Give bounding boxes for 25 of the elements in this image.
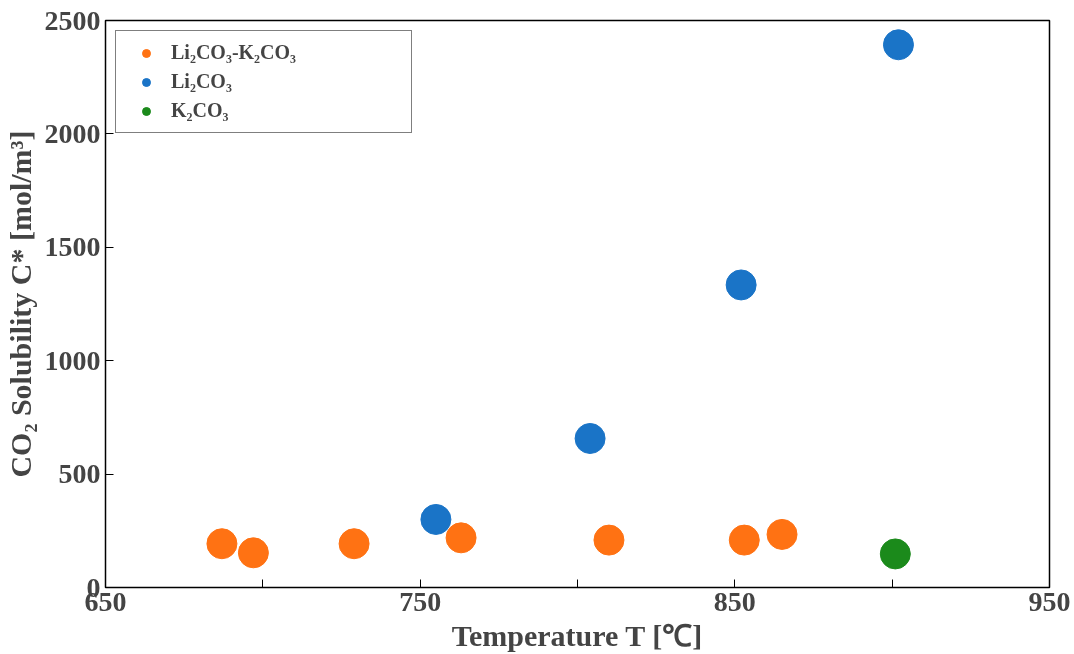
point: [766, 518, 798, 550]
x-tick-label: 750: [399, 585, 442, 617]
y-tick-label: 500: [58, 458, 101, 490]
legend-label: Li₂CO₃: [171, 70, 233, 93]
x-tick-label: 950: [1028, 585, 1071, 617]
y-axis-title: CO₂ Solubility C* [mol/m³]: [3, 130, 37, 478]
x-tick-label: 850: [713, 585, 756, 617]
point: [338, 528, 370, 560]
point: [420, 503, 452, 535]
legend-label: Li₂CO₃-K₂CO₃: [171, 41, 298, 64]
y-tick-label: 2000: [44, 117, 101, 149]
y-tick-label: 1500: [44, 231, 101, 263]
y-tick-label: 1000: [44, 344, 101, 376]
point: [725, 269, 757, 301]
y-tick-label: 2500: [44, 4, 101, 36]
x-axis-title: Temperature T [℃]: [451, 618, 703, 652]
point: [206, 528, 238, 560]
point: [879, 538, 911, 570]
point: [593, 524, 625, 556]
legend-label: K₂CO₃: [171, 99, 230, 122]
point: [728, 524, 760, 556]
point: [882, 29, 914, 61]
point: [237, 537, 269, 569]
point: [574, 423, 606, 454]
point: [445, 522, 477, 554]
